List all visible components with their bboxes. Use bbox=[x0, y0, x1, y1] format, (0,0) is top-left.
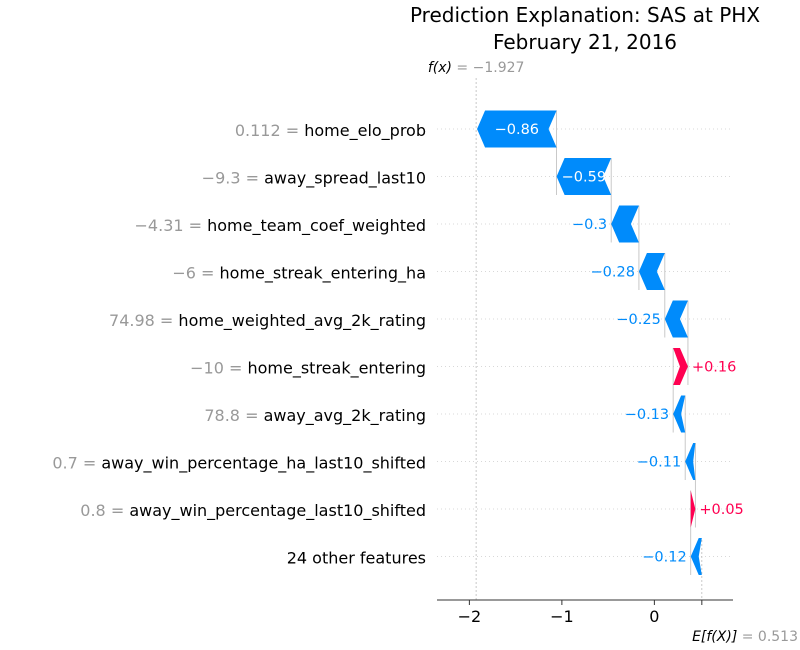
feature-value: −4.31 = bbox=[135, 216, 208, 235]
feature-label: −6 = home_streak_entering_ha bbox=[172, 263, 426, 283]
feature-name: away_avg_2k_rating bbox=[264, 406, 426, 426]
feature-label: 0.7 = away_win_percentage_ha_last10_shif… bbox=[52, 453, 426, 473]
chart-title-line-2: February 21, 2016 bbox=[493, 30, 677, 54]
contribution-bar bbox=[690, 538, 702, 575]
feature-value: 74.98 = bbox=[109, 311, 178, 330]
contribution-bar bbox=[611, 205, 639, 243]
bar-value-label: −0.28 bbox=[590, 265, 634, 281]
bar-value-label: −0.59 bbox=[562, 170, 606, 186]
contribution-bar bbox=[664, 300, 688, 338]
feature-label: 0.112 = home_elo_prob bbox=[235, 121, 426, 141]
feature-value: −9.3 = bbox=[202, 168, 264, 187]
bar-value-label: −0.13 bbox=[625, 407, 669, 423]
feature-name: home_streak_entering bbox=[247, 358, 426, 378]
bar-value-label: −0.3 bbox=[572, 217, 607, 233]
fx-value: = −1.927 bbox=[456, 60, 524, 76]
feature-name: away_win_percentage_last10_shifted bbox=[129, 501, 426, 521]
contribution-bar bbox=[638, 253, 665, 290]
fx-annotation: f(x) = −1.927 bbox=[428, 60, 525, 76]
contribution-bar bbox=[673, 348, 688, 385]
expected-annotation: E[f(X)] = 0.513 bbox=[692, 629, 798, 645]
bar-value-label: +0.16 bbox=[692, 360, 736, 376]
feature-label: −9.3 = away_spread_last10 bbox=[202, 168, 426, 188]
bar-value-label: +0.05 bbox=[699, 502, 743, 518]
bar-value-label: −0.25 bbox=[616, 312, 660, 328]
feature-value: 0.7 = bbox=[52, 453, 101, 472]
feature-name: away_spread_last10 bbox=[264, 168, 426, 188]
contribution-bar bbox=[685, 443, 696, 480]
feature-labels: 0.112 = home_elo_prob −9.3 = away_spread_… bbox=[52, 121, 426, 568]
feature-name: home_team_coef_weighted bbox=[207, 216, 426, 236]
chart-title: Prediction Explanation: SAS at PHX Febru… bbox=[410, 3, 760, 54]
feature-value: 78.8 = bbox=[204, 406, 263, 425]
feature-value: −6 = bbox=[172, 263, 219, 282]
feature-name: 24 other features bbox=[287, 548, 426, 567]
bar-value-label: −0.86 bbox=[495, 122, 539, 138]
fx-math: f(x) bbox=[428, 60, 457, 76]
contribution-bar bbox=[690, 490, 696, 528]
x-tick-label: −2 bbox=[458, 607, 482, 626]
x-tick-label: −1 bbox=[550, 607, 574, 626]
feature-label: 74.98 = home_weighted_avg_2k_rating bbox=[109, 311, 426, 331]
value-annotations: f(x) = −1.927 E[f(X)] = 0.513 bbox=[428, 60, 798, 645]
feature-name: home_streak_entering_ha bbox=[220, 263, 426, 283]
feature-name: home_weighted_avg_2k_rating bbox=[178, 311, 426, 331]
x-tick-label: 0 bbox=[649, 607, 659, 626]
bar-value-label: −0.12 bbox=[642, 550, 686, 566]
feature-value: −10 = bbox=[190, 358, 247, 377]
contribution-bars: −0.86 −0.59 −0.3 −0.28 −0.25 +0.16 −0.13 −0.11 +… bbox=[477, 110, 744, 575]
feature-name: home_elo_prob bbox=[304, 121, 426, 141]
expected-value: = 0.513 bbox=[742, 629, 798, 645]
contribution-bar bbox=[673, 395, 686, 433]
x-axis: −2 −1 0 bbox=[437, 599, 733, 626]
feature-label: 24 other features bbox=[287, 548, 426, 567]
feature-label: −10 = home_streak_entering bbox=[190, 358, 426, 378]
feature-label: 78.8 = away_avg_2k_rating bbox=[204, 406, 426, 426]
feature-value: 0.112 = bbox=[235, 121, 304, 140]
feature-value: 0.8 = bbox=[80, 501, 129, 520]
reference-lines bbox=[475, 78, 703, 600]
expected-math: E[f(X)] bbox=[692, 629, 742, 645]
contribution-bar bbox=[477, 110, 557, 148]
chart-title-line-1: Prediction Explanation: SAS at PHX bbox=[410, 3, 760, 27]
contribution-bar bbox=[556, 158, 612, 195]
feature-label: −4.31 = home_team_coef_weighted bbox=[135, 216, 426, 236]
feature-label: 0.8 = away_win_percentage_last10_shifted bbox=[80, 501, 426, 521]
feature-name: away_win_percentage_ha_last10_shifted bbox=[101, 453, 426, 473]
bar-value-label: −0.11 bbox=[637, 455, 681, 471]
